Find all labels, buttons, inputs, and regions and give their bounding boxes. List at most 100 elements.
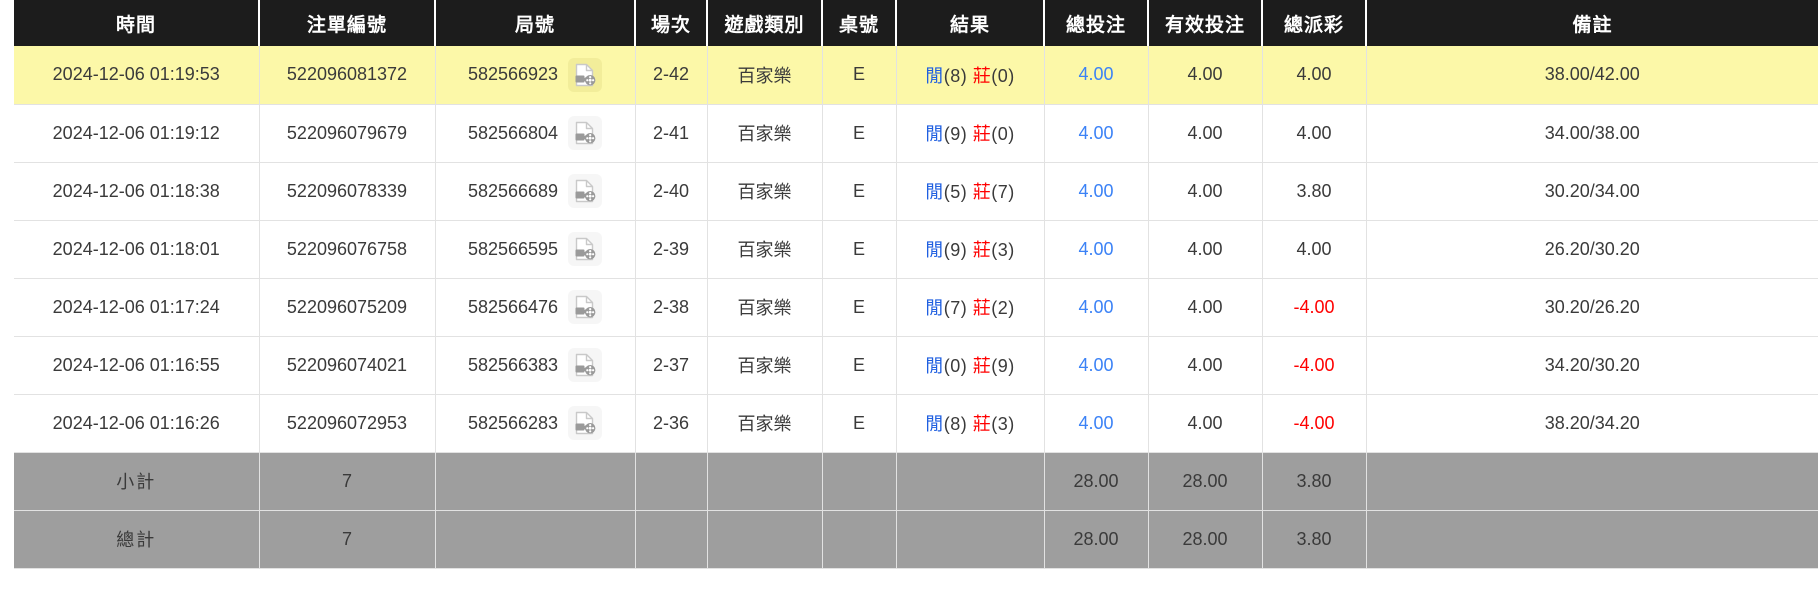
cell-table-no: E (822, 220, 897, 279)
cell-remark: 34.00/38.00 (1366, 104, 1818, 163)
cell-session: 2-42 (635, 46, 708, 105)
cell-remark: 30.20/34.00 (1366, 162, 1818, 221)
column-header-valid_bet[interactable]: 有效投注 (1148, 0, 1263, 46)
result-player-value: (9) (943, 124, 968, 144)
cell-table-no: E (822, 278, 897, 337)
cell-session: 2-40 (635, 162, 708, 221)
cell-table-no: E (822, 162, 897, 221)
column-header-result[interactable]: 結果 (896, 0, 1045, 46)
cell-game-type: 百家樂 (707, 162, 823, 221)
payout-value: -4.00 (1293, 296, 1335, 317)
summary-label: 小計 (14, 452, 260, 511)
video-document-icon[interactable] (568, 174, 602, 208)
cell-bet-id: 522096075209 (259, 278, 436, 337)
table-row[interactable]: 2024-12-06 01:19:53 522096081372 582566923… (14, 46, 1818, 105)
round-number: 582566283 (467, 412, 559, 433)
header-row: 時間 注單編號 局號 場次 遊戲類別 桌號 結果 總投注 有效投注 總派彩 備註 (14, 0, 1818, 46)
column-header-time[interactable]: 時間 (14, 0, 260, 46)
cell-total-bet[interactable]: 4.00 (1044, 336, 1149, 395)
cell-bet-id: 522096076758 (259, 220, 436, 279)
video-document-icon[interactable] (568, 406, 602, 440)
cell-time: 2024-12-06 01:17:24 (14, 278, 260, 337)
round-number-with-replay: 582566383 (442, 348, 629, 382)
cell-time: 2024-12-06 01:18:01 (14, 220, 260, 279)
column-header-game_type[interactable]: 遊戲類別 (707, 0, 823, 46)
total-bet-link[interactable]: 4.00 (1078, 354, 1114, 375)
table-row[interactable]: 2024-12-06 01:16:26 522096072953 582566283… (14, 394, 1818, 453)
round-number-with-replay: 582566595 (442, 232, 629, 266)
column-header-total_bet[interactable]: 總投注 (1044, 0, 1149, 46)
cell-payout: -4.00 (1262, 336, 1367, 395)
column-header-round[interactable]: 局號 (435, 0, 636, 46)
column-header-payout[interactable]: 總派彩 (1262, 0, 1367, 46)
table-body: 2024-12-06 01:19:53 522096081372 582566923… (14, 46, 1818, 569)
table-row[interactable]: 2024-12-06 01:19:12 522096079679 582566804… (14, 104, 1818, 163)
payout-value: 4.00 (1296, 122, 1332, 143)
cell-payout: -4.00 (1262, 394, 1367, 453)
video-document-icon[interactable] (568, 232, 602, 266)
cell-game-type: 百家樂 (707, 104, 823, 163)
result-banker-value: (3) (991, 414, 1015, 434)
column-header-label: 結果 (949, 14, 990, 36)
cell-session: 2-41 (635, 104, 708, 163)
cell-game-type: 百家樂 (707, 220, 823, 279)
result-player-label: 閒 (925, 414, 944, 434)
cell-valid-bet: 4.00 (1148, 394, 1263, 453)
result-player-value: (0) (943, 356, 968, 376)
bet-records-table: 時間 注單編號 局號 場次 遊戲類別 桌號 結果 總投注 有效投注 總派彩 備註 2024-12-0… (14, 0, 1818, 569)
table-row[interactable]: 2024-12-06 01:18:01 522096076758 582566595… (14, 220, 1818, 279)
payout-value: 4.00 (1296, 64, 1332, 85)
table-row[interactable]: 2024-12-06 01:18:38 522096078339 582566689… (14, 162, 1818, 221)
column-header-label: 桌號 (838, 14, 879, 36)
total-bet-link[interactable]: 4.00 (1078, 238, 1114, 259)
result-banker-label: 莊 (972, 182, 992, 202)
column-header-session[interactable]: 場次 (635, 0, 708, 46)
result-banker-label: 莊 (972, 298, 992, 318)
video-document-icon[interactable] (568, 348, 602, 382)
result-banker-label: 莊 (972, 240, 992, 260)
cell-total-bet[interactable]: 4.00 (1044, 104, 1149, 163)
cell-total-bet[interactable]: 4.00 (1044, 278, 1149, 337)
column-header-remark[interactable]: 備註 (1366, 0, 1818, 46)
total-bet-link[interactable]: 4.00 (1078, 412, 1114, 433)
cell-total-bet[interactable]: 4.00 (1044, 46, 1149, 105)
round-number: 582566804 (467, 122, 559, 143)
result-player-value: (8) (943, 414, 968, 434)
cell-total-bet[interactable]: 4.00 (1044, 394, 1149, 453)
cell-game-type: 百家樂 (707, 336, 823, 395)
column-header-table_no[interactable]: 桌號 (822, 0, 897, 46)
summary-remark (1366, 452, 1818, 511)
summary-count: 7 (259, 510, 436, 569)
cell-game-type: 百家樂 (707, 394, 823, 453)
table-row[interactable]: 2024-12-06 01:17:24 522096075209 582566476… (14, 278, 1818, 337)
table-row[interactable]: 2024-12-06 01:16:55 522096074021 582566383… (14, 336, 1818, 395)
cell-bet-id: 522096074021 (259, 336, 436, 395)
video-document-icon[interactable] (568, 290, 602, 324)
round-number: 582566383 (467, 354, 559, 375)
cell-total-bet[interactable]: 4.00 (1044, 162, 1149, 221)
column-header-label: 總投注 (1065, 14, 1126, 36)
column-header-bet_id[interactable]: 注單編號 (259, 0, 436, 46)
cell-total-bet[interactable]: 4.00 (1044, 220, 1149, 279)
summary-row: 小計 7 28.00 28.00 3.80 (14, 452, 1818, 511)
summary-session (635, 452, 708, 511)
cell-remark: 38.00/42.00 (1366, 46, 1818, 105)
total-bet-link[interactable]: 4.00 (1078, 180, 1114, 201)
total-bet-link[interactable]: 4.00 (1078, 122, 1114, 143)
cell-table-no: E (822, 394, 897, 453)
total-bet-link[interactable]: 4.00 (1078, 64, 1114, 85)
result-player-label: 閒 (925, 356, 944, 376)
summary-round (435, 510, 636, 569)
summary-session (635, 510, 708, 569)
video-document-icon[interactable] (568, 57, 603, 92)
result-banker-value: (0) (991, 124, 1015, 144)
result-banker-value: (3) (991, 240, 1015, 260)
result-player-value: (9) (943, 240, 968, 260)
video-document-icon[interactable] (568, 116, 602, 150)
column-header-label: 遊戲類別 (724, 14, 805, 36)
total-bet-link[interactable]: 4.00 (1078, 296, 1114, 317)
column-header-label: 注單編號 (306, 14, 387, 36)
summary-payout: 3.80 (1262, 510, 1367, 569)
cell-round: 582566689 (435, 162, 636, 221)
cell-remark: 26.20/30.20 (1366, 220, 1818, 279)
